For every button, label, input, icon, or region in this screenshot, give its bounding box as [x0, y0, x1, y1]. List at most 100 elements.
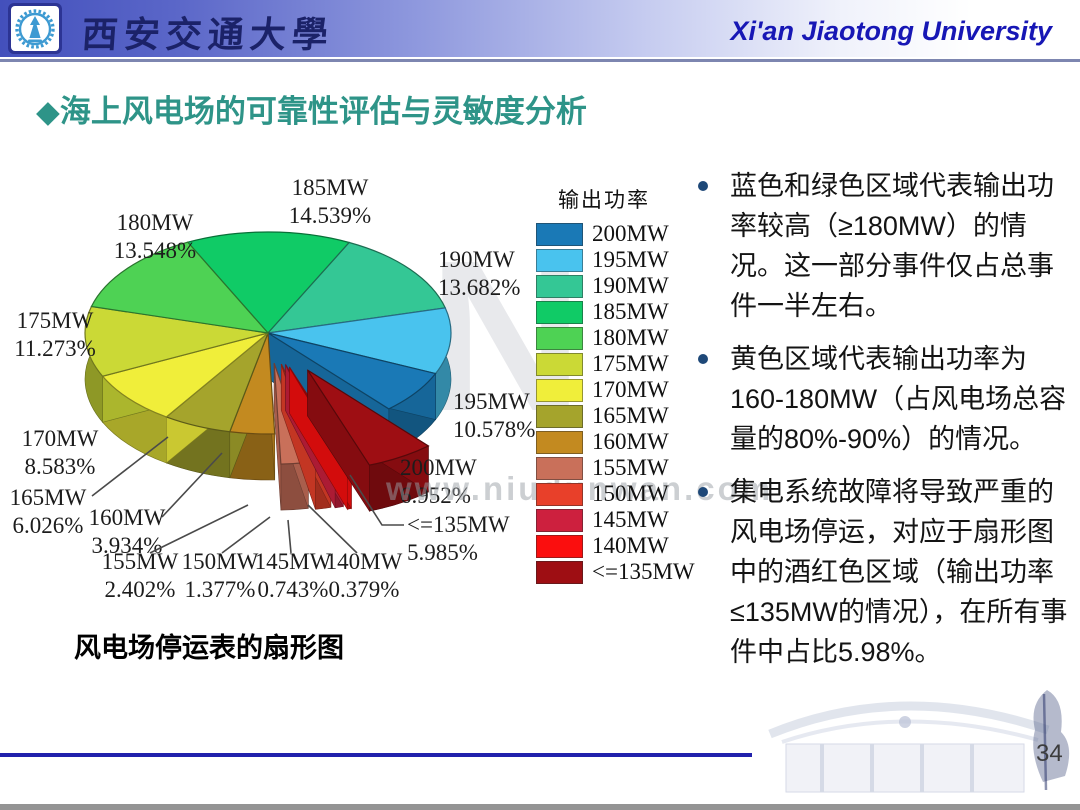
legend-swatch [536, 326, 583, 350]
legend-label: 160MW [592, 429, 669, 454]
slice-label-180MW: 180MW 13.548% [114, 210, 196, 263]
bullet-text: 集电系统故障将导致严重的风电场停运，对应于扇形图中的酒红色区域（输出功率≤135… [730, 477, 1068, 667]
slide-title-text: 海上风电场的可靠性评估与灵敏度分析 [59, 94, 587, 129]
bullet-item: 集电系统故障将导致严重的风电场停运，对应于扇形图中的酒红色区域（输出功率≤135… [664, 472, 1070, 672]
slice-label-150MW: 150MW 1.377% [182, 549, 259, 602]
leader-line [307, 504, 358, 554]
bullet-text: 蓝色和绿色区域代表输出功率较高（≥180MW）的情况。这一部分事件仅占总事件一半… [730, 171, 1054, 321]
legend-swatch [536, 534, 583, 558]
leader-line [149, 504, 249, 554]
gear-emblem-icon [15, 8, 55, 49]
legend-swatch [536, 482, 583, 506]
pie-slice-170MW [101, 332, 269, 418]
legend-title: 输出功率 [558, 188, 650, 212]
legend-row: <=135MW [536, 559, 695, 585]
bullet-item: 蓝色和绿色区域代表输出功率较高（≥180MW）的情况。这一部分事件仅占总事件一半… [664, 166, 1070, 326]
legend-swatch [536, 456, 583, 480]
page-number: 34 [1036, 740, 1063, 767]
legend-row: 155MW [536, 455, 695, 481]
slice-label-<=135MW: <=135MW 5.985% [407, 512, 510, 565]
pie-slice-185MW [186, 231, 351, 334]
legend-swatch [536, 378, 583, 402]
legend-swatch [536, 300, 583, 324]
slice-label-175MW: 175MW 11.273% [14, 308, 96, 361]
leader-line [91, 436, 169, 497]
chart-caption: 风电场停运表的扇形图 [74, 633, 344, 663]
slice-label-185MW: 185MW 14.539% [289, 175, 371, 228]
legend-label: 140MW [592, 533, 669, 558]
university-logo [8, 3, 62, 54]
pie-slice-195MW [267, 307, 452, 375]
legend-row: 195MW [536, 247, 695, 273]
slice-label-200MW: 200MW 6.952% [400, 455, 477, 508]
legend-label: 180MW [592, 325, 669, 350]
legend-row: 175MW [536, 351, 695, 377]
slice-label-155MW: 155MW 2.402% [102, 549, 179, 602]
slice-label-190MW: 190MW 13.682% [438, 247, 520, 300]
university-logo-inner [11, 6, 59, 51]
pie-exploded [273, 362, 430, 513]
legend-row: 200MW [536, 221, 695, 247]
leader-line [161, 452, 223, 518]
pie-slice-200MW [267, 332, 437, 410]
legend-swatch [536, 508, 583, 532]
chart-legend: 输出功率 200MW 195MW 190MW 185MW 180MW 175MW 170MW… [536, 184, 695, 585]
pie-labels: 185MW 14.539% 190MW 13.682% 195MW 10.578% 200M… [10, 175, 536, 602]
slice-label-160MW: 160MW 3.934% [89, 505, 166, 558]
leader-line [287, 519, 292, 554]
legend-row: 170MW [536, 377, 695, 403]
legend-label: 175MW [592, 351, 669, 376]
university-name-chinese: 西安交通大學 [80, 15, 336, 55]
legend-swatch [536, 222, 583, 246]
legend-label: 195MW [592, 247, 669, 272]
legend-label: 200MW [592, 221, 669, 246]
leader-line [349, 474, 404, 526]
slice-label-140MW: 140MW 0.379% [326, 549, 403, 602]
slice-label-145MW: 145MW 0.743% [255, 549, 332, 602]
legend-label: 145MW [592, 507, 669, 532]
legend-label: 155MW [592, 455, 669, 480]
legend-row: 140MW [536, 533, 695, 559]
pie-chart: 185MW 14.539% 190MW 13.682% 195MW 10.578% 200M… [10, 175, 536, 602]
slide-title: ◆海上风电场的可靠性评估与灵敏度分析 [36, 86, 587, 131]
bullet-list: 蓝色和绿色区域代表输出功率较高（≥180MW）的情况。这一部分事件仅占总事件一半… [664, 166, 1070, 685]
bullet-icon [698, 487, 708, 497]
bottom-border [0, 804, 1080, 810]
legend-row: 165MW [536, 403, 695, 429]
bullet-icon [698, 354, 708, 364]
legend-swatch [536, 560, 583, 584]
legend-row: 185MW [536, 299, 695, 325]
legend-swatch [536, 248, 583, 272]
slice-label-195MW: 195MW 10.578% [453, 389, 535, 442]
legend-label: 165MW [592, 403, 669, 428]
legend-swatch [536, 404, 583, 428]
bullet-item: 黄色区域代表输出功率为160-180MW（占风电场总容量的80%-90%）的情况… [664, 339, 1070, 459]
footer-accent-line [0, 753, 752, 757]
slice-label-170MW: 170MW 8.583% [22, 426, 99, 479]
campus-sketch-image [752, 672, 1080, 804]
pie-slice-<=135MW [307, 369, 430, 466]
legend-swatch [536, 430, 583, 454]
bullet-text: 黄色区域代表输出功率为160-180MW（占风电场总容量的80%-90%）的情况… [730, 344, 1067, 454]
university-name-english: Xi'an Jiaotong University [730, 16, 1053, 46]
legend-label: 190MW [592, 273, 669, 298]
title-diamond-icon: ◆ [36, 94, 60, 129]
legend-label: 150MW [592, 481, 669, 506]
legend-row: 145MW [536, 507, 695, 533]
bullet-icon [698, 181, 708, 191]
pie-slice-190MW [266, 241, 447, 334]
legend-row: 160MW [536, 429, 695, 455]
legend-label: <=135MW [592, 559, 695, 584]
legend-row: 180MW [536, 325, 695, 351]
leader-line [221, 516, 271, 554]
legend-row: 190MW [536, 273, 695, 299]
header-divider [0, 59, 1080, 62]
legend-row: 150MW [536, 481, 695, 507]
legend-label: 170MW [592, 377, 669, 402]
legend-swatch [536, 352, 583, 376]
pie-slice-180MW [90, 241, 270, 334]
campus-sketch-icon [768, 690, 1070, 793]
header-bar [0, 0, 1080, 57]
pie-tops [84, 231, 452, 435]
pie-slice-175MW [84, 305, 269, 377]
